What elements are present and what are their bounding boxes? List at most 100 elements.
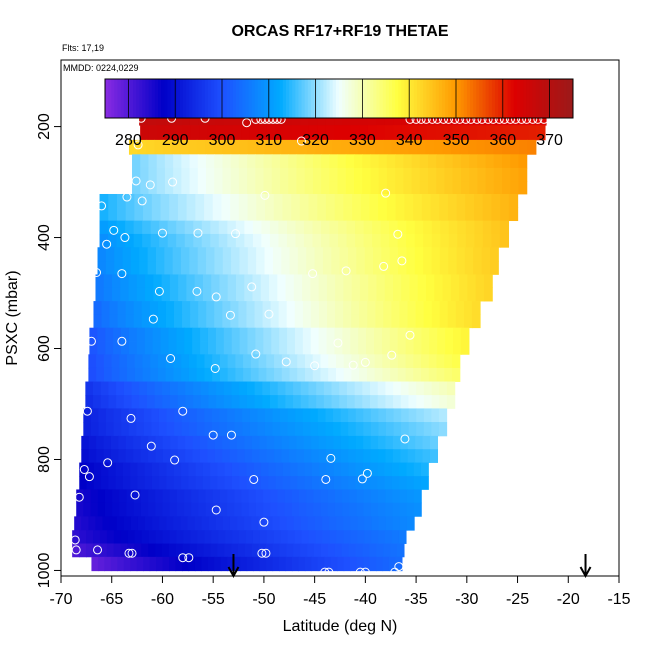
heatmap-cell [336,530,344,544]
heatmap-cell [224,543,232,558]
heatmap-cell [206,314,215,329]
heatmap-cell [326,449,335,463]
heatmap-cell [426,274,435,288]
heatmap-cell [385,381,394,396]
observation-point [296,136,306,146]
heatmap-cell [337,556,345,572]
heatmap-cell [250,367,260,382]
heatmap-cell [117,314,127,329]
heatmap-cell [116,516,125,531]
heatmap-cell [428,167,437,182]
heatmap-cell [518,154,528,169]
observation-point [210,363,220,373]
heatmap-cell [474,193,484,208]
heatmap-cell [93,381,102,396]
colorbar-swatch [136,79,140,118]
heatmap-cell [325,422,334,437]
heatmap-cell [266,556,274,572]
heatmap-cell [104,556,112,572]
colorbar-swatch [285,79,290,118]
heatmap-cell [158,354,167,369]
heatmap-cell [366,327,375,342]
heatmap-cell [247,247,257,262]
heatmap-cell [431,381,440,396]
colorbar: 280 290 300 310 320 330 340 350 360 370 [104,78,574,149]
heatmap-cell [291,193,301,208]
heatmap-cell [328,367,337,382]
heatmap-cell [159,233,169,248]
heatmap-cell [211,274,221,288]
heatmap-cell [409,287,419,302]
heatmap-cell [326,341,336,355]
colorbar-swatch [164,79,168,118]
heatmap-cell [287,530,296,544]
heatmap-cell [304,167,314,182]
heatmap-cell [207,449,216,463]
heatmap-cell [277,287,287,302]
heatmap-cell [210,462,219,477]
heatmap-cell [375,314,384,329]
heatmap-cell [273,530,282,544]
heatmap-cell [374,354,383,369]
colorbar-swatch [151,79,156,118]
heatmap-cell [436,181,446,195]
heatmap-cell [383,314,393,329]
observation-point [131,176,141,186]
heatmap-cell [436,167,446,182]
heatmap-cell [419,181,429,195]
heatmap-cell [261,476,269,490]
heatmap-cell [188,476,197,490]
heatmap-cell [296,435,305,450]
observation-point [394,562,404,572]
heatmap-cell [518,181,528,195]
colorbar-swatch [320,79,324,118]
heatmap-cell [176,489,185,504]
heatmap-cell [264,422,274,437]
heatmap-cell [460,167,470,182]
heatmap-cell [482,207,493,222]
x-axis: -70 -65 -60 -55 -50 -45 -40 -35 -30 -25 -20 -15 [49,576,631,608]
heatmap-cell [322,261,332,275]
heatmap-cell [340,435,349,450]
heatmap-cell [423,395,433,409]
heatmap-cell [120,530,129,544]
heatmap-cell [484,139,495,155]
heatmap-cell [224,476,233,490]
heatmap-cell [399,301,409,315]
heatmap-cell [182,314,191,329]
heatmap-cell [160,193,170,208]
heatmap-cell [342,341,351,355]
heatmap-cell [416,408,425,423]
observation-point [157,228,167,238]
heatmap-cell [249,422,258,437]
heatmap-cell [392,502,401,517]
heatmap-cell [174,408,183,423]
heatmap-cell [99,530,108,544]
heatmap-cell [215,327,225,342]
heatmap-cell [385,422,395,437]
heatmap-cell [231,476,240,490]
heatmap-cell [99,543,108,558]
heatmap-cell [350,125,360,141]
heatmap-cell [314,261,324,275]
heatmap-cell [176,530,185,544]
heatmap-cell [127,367,136,382]
heatmap-cell [172,261,182,275]
heatmap-cell [113,422,122,437]
heatmap-cell [97,556,105,572]
heatmap-cell [277,395,286,409]
heatmap-cell [304,154,314,169]
heatmap-cell [255,502,264,517]
heatmap-cell [239,139,249,155]
chart-title: ORCAS RF17+RF19 THETAE [231,23,448,40]
heatmap-cell [241,502,250,517]
heatmap-cell [167,233,177,248]
heatmap-cell [231,341,241,355]
heatmap-cell [145,274,154,288]
heatmap-cell [376,556,384,572]
heatmap-cell [166,462,175,477]
heatmap-cell [270,502,279,517]
colorbar-swatch [317,79,321,118]
heatmap-cell [188,462,197,477]
